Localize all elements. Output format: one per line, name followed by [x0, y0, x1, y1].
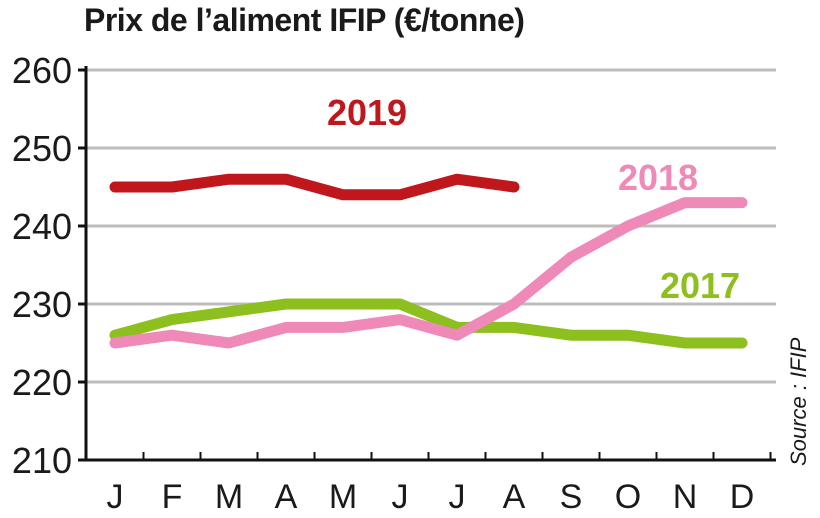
y-tick-label: 250	[12, 128, 72, 169]
x-tick-label: N	[673, 478, 698, 516]
x-tick-label: A	[275, 478, 298, 516]
x-tick-label: J	[449, 478, 466, 516]
series-line-2019	[109, 173, 520, 201]
series-line-2017	[109, 298, 748, 349]
series-line-2018	[109, 197, 748, 349]
x-tick-label: D	[730, 478, 755, 516]
series-label-2017: 2017	[660, 265, 740, 306]
x-tick-label: M	[215, 478, 243, 516]
x-tick-label: M	[329, 478, 357, 516]
chart-title: Prix de l’aliment IFIP (€/tonne)	[84, 2, 525, 38]
y-tick-label: 260	[12, 50, 72, 91]
series-label-2018: 2018	[618, 157, 698, 198]
x-tick-label: A	[503, 478, 526, 516]
x-tick-label: F	[162, 478, 183, 516]
y-tick-label: 240	[12, 206, 72, 247]
x-tick-label: S	[560, 478, 583, 516]
y-tick-label: 230	[12, 284, 72, 325]
y-tick-label: 220	[12, 362, 72, 403]
x-tick-label: J	[392, 478, 409, 516]
x-tick-label: O	[615, 478, 641, 516]
y-tick-label: 210	[12, 440, 72, 481]
x-tick-label: J	[107, 478, 124, 516]
series-label-2019: 2019	[327, 92, 407, 133]
